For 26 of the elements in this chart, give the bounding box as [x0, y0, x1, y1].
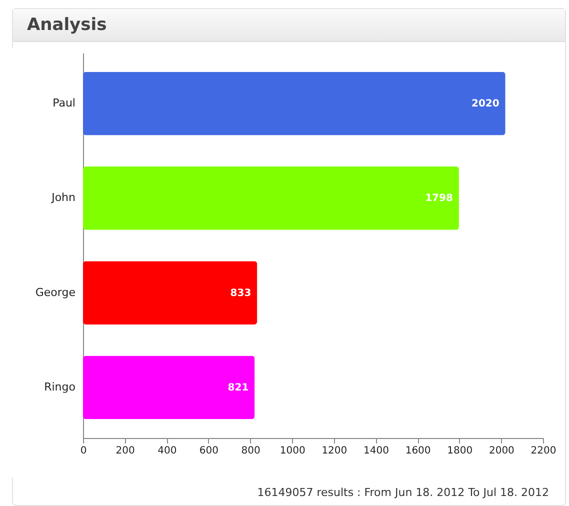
bar: [83, 356, 255, 420]
y-tick-label: Paul: [52, 96, 76, 110]
x-tick-label: 400: [158, 446, 177, 456]
x-tick-label: 1400: [364, 446, 389, 456]
x-tick-label: 1200: [322, 446, 348, 456]
y-tick-label: George: [35, 286, 76, 299]
data-label: 1798: [425, 193, 453, 204]
x-tick-label: 600: [199, 446, 218, 456]
y-tick-label: John: [50, 191, 76, 204]
data-label: 2020: [472, 98, 500, 110]
text: 16149057 results : From Jun 18. 2012 To Jul 18. 2012: [257, 486, 549, 499]
x-tick-label: 1600: [405, 446, 431, 456]
data-label: 833: [230, 288, 252, 299]
x-tick-label: 2200: [530, 446, 556, 456]
bar: [83, 261, 258, 324]
chart-title: Analysis: [13, 9, 565, 42]
x-tick-label: 2000: [488, 446, 514, 456]
data-label: 821: [228, 382, 249, 394]
x-tick-label: 1000: [280, 446, 306, 456]
bar: [83, 166, 459, 230]
y-tick-label: Ringo: [44, 380, 76, 394]
bar: [83, 72, 506, 136]
x-tick-label: 200: [116, 446, 135, 456]
x-tick-label: 1800: [447, 446, 473, 456]
x-tick-label: 0: [80, 446, 87, 456]
x-tick-label: 800: [241, 446, 260, 456]
